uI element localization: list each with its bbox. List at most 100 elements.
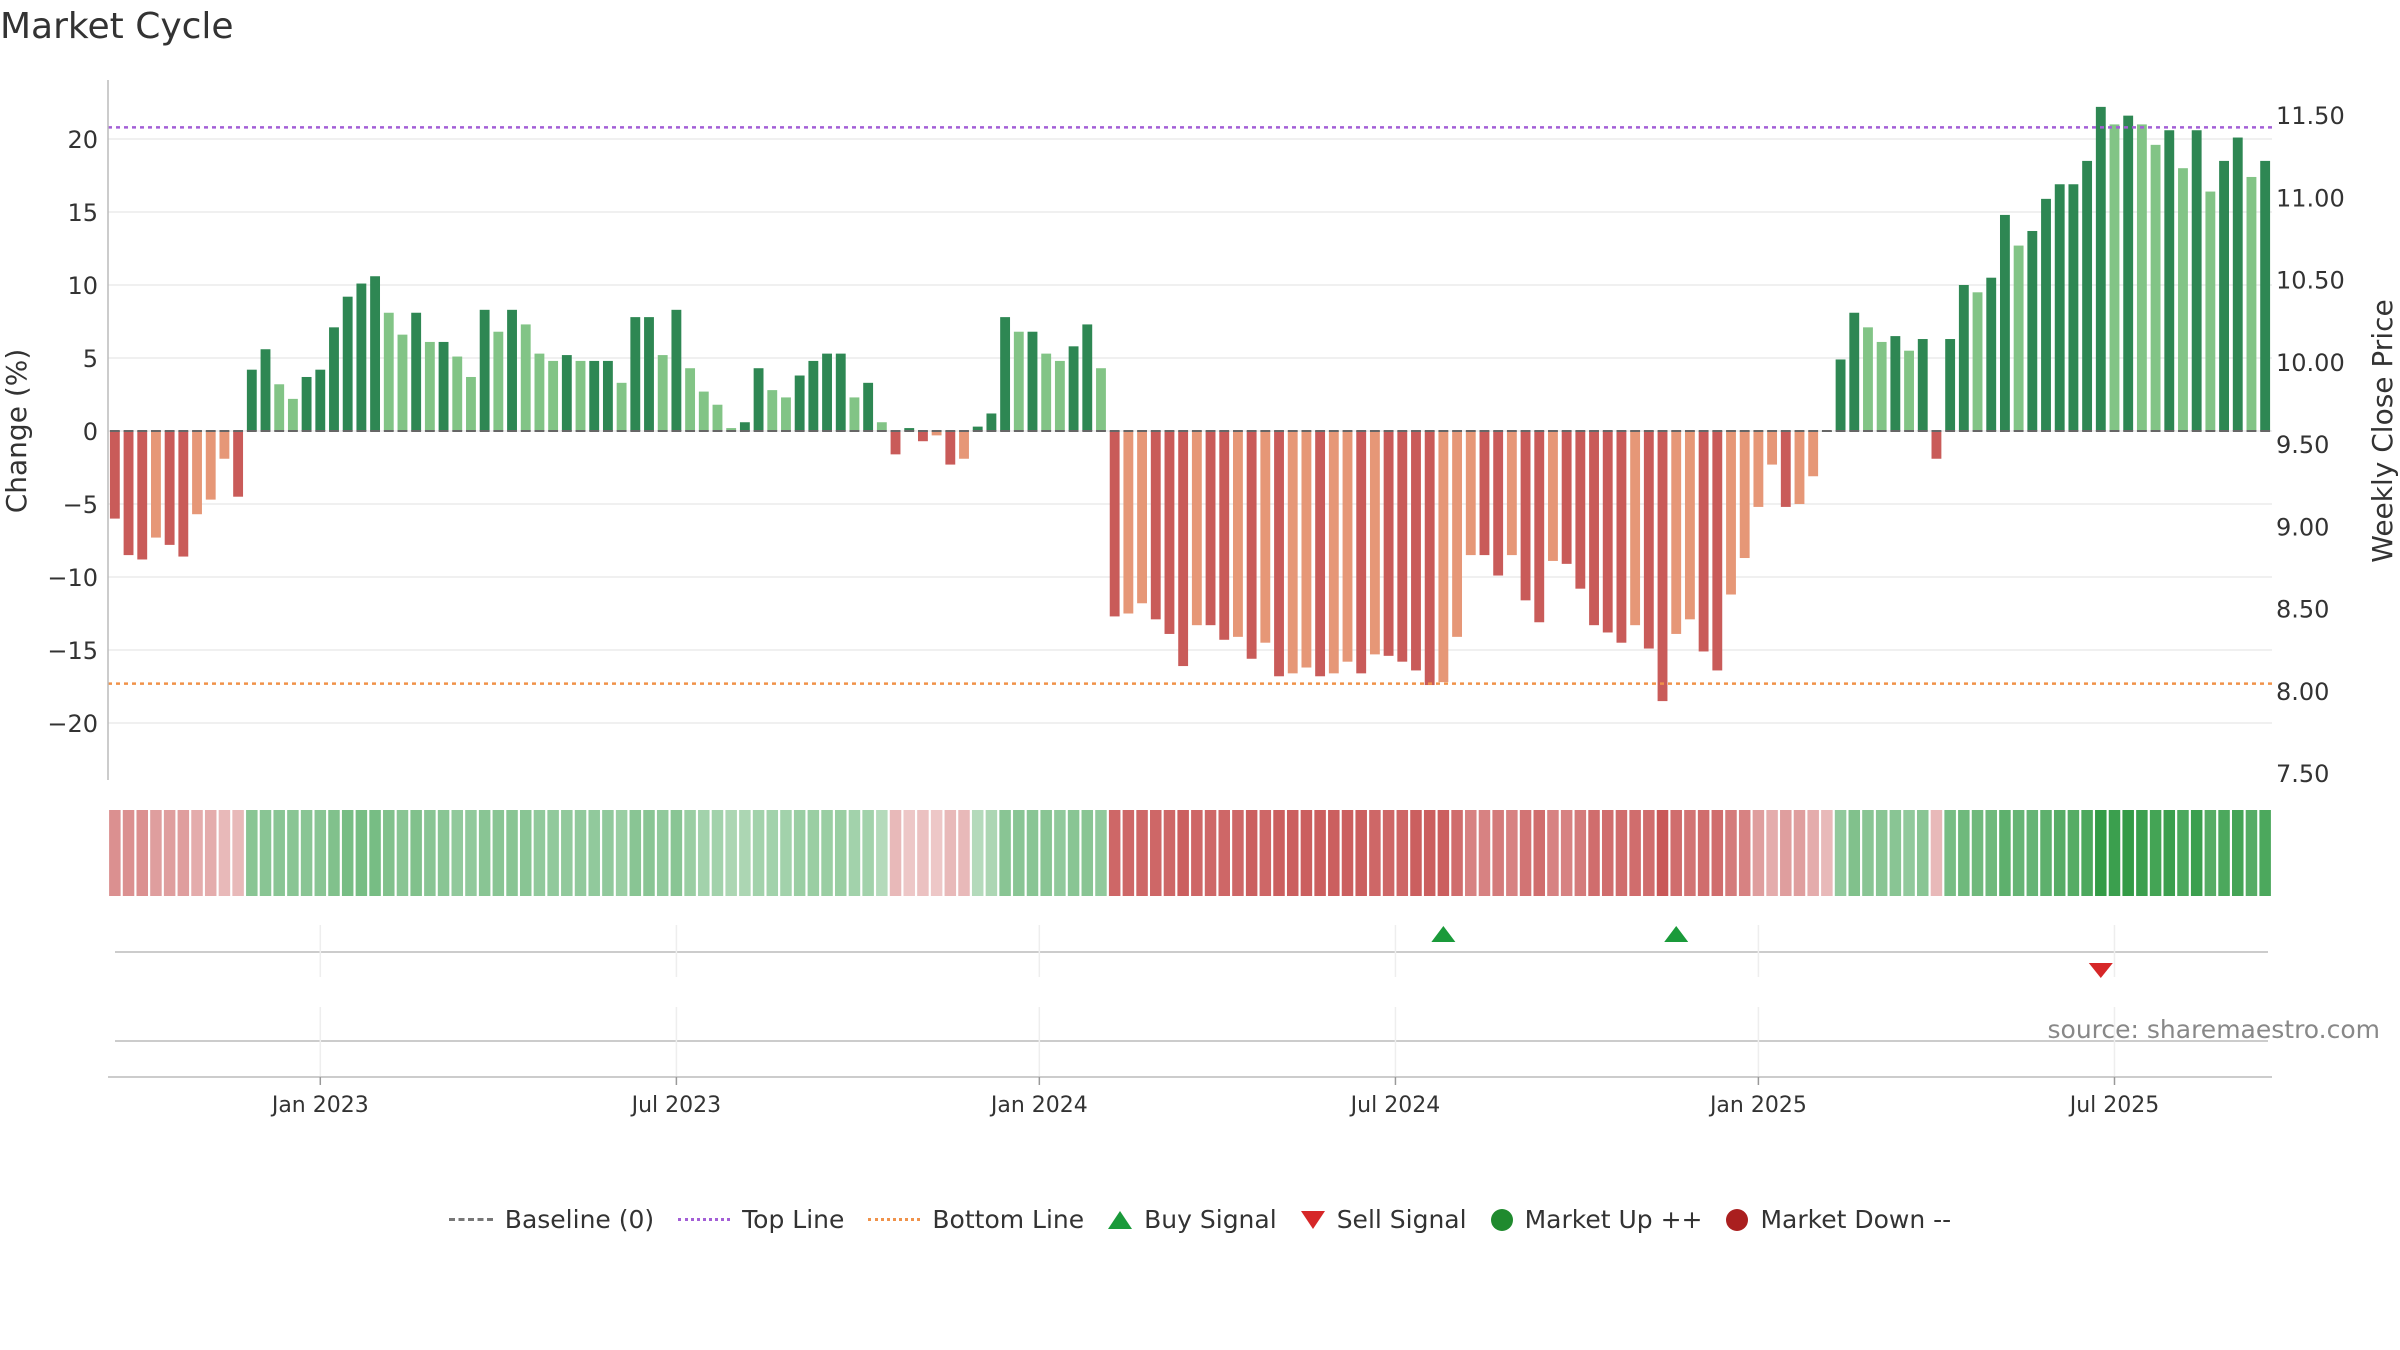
bar <box>1945 339 1956 431</box>
bar <box>1328 431 1339 674</box>
y2-tick-label: 7.50 <box>2276 760 2329 788</box>
strip-cell <box>958 810 970 896</box>
strip-cell <box>588 810 600 896</box>
bar <box>630 317 641 431</box>
bar <box>2150 144 2161 431</box>
bar <box>178 431 189 557</box>
bar <box>1342 431 1353 662</box>
strip-cell <box>2218 810 2230 896</box>
top-line-swatch <box>678 1218 731 1221</box>
bar <box>2109 124 2120 432</box>
bar <box>1904 350 1914 431</box>
y-tick-label: 20 <box>67 126 98 154</box>
strip-cell <box>1054 810 1066 896</box>
strip-cell <box>1601 810 1614 896</box>
strip-cell <box>2122 810 2134 896</box>
strip-cell <box>1355 810 1367 896</box>
legend-label: Top Line <box>742 1205 845 1234</box>
bar <box>287 398 298 431</box>
strip-cell <box>917 810 929 896</box>
strip-cell <box>437 810 450 896</box>
bar <box>1274 431 1284 677</box>
y2-tick-label: 11.00 <box>2276 184 2345 212</box>
bar <box>945 431 956 465</box>
bar <box>1000 317 1011 431</box>
bar <box>1096 368 1106 431</box>
bar <box>1630 431 1641 626</box>
bar <box>1575 431 1586 589</box>
bar <box>2095 106 2106 431</box>
strip-cell <box>574 810 587 896</box>
bar <box>397 334 408 431</box>
bar <box>2041 198 2051 431</box>
strip-cell <box>314 810 327 896</box>
bar <box>1548 431 1558 561</box>
bar <box>2054 184 2065 431</box>
strip-cell <box>1533 810 1546 896</box>
strip-cell <box>1519 810 1532 896</box>
strip-cell <box>725 810 737 896</box>
strip-cell <box>1738 810 1751 896</box>
bar <box>1931 431 1942 459</box>
bar <box>1178 431 1189 667</box>
bar <box>1123 431 1134 614</box>
strip-cell <box>2012 810 2025 896</box>
bar <box>698 391 709 431</box>
strip-cell <box>1684 810 1696 896</box>
bar <box>2191 130 2202 432</box>
bar <box>1726 431 1736 595</box>
strip-cell <box>273 810 285 896</box>
green-dot-icon <box>1490 1208 1513 1231</box>
strip-cell <box>1697 810 1710 896</box>
strip-cell <box>2053 810 2066 896</box>
strip-cell <box>2149 810 2162 896</box>
bar <box>616 382 627 431</box>
strip-cell <box>944 810 957 896</box>
strip-cell <box>752 810 765 896</box>
y-tick-label: −15 <box>47 637 98 665</box>
bar <box>1109 431 1120 617</box>
bar <box>2219 160 2229 431</box>
bottom-line-swatch <box>868 1218 921 1221</box>
strip-cell <box>2081 810 2093 896</box>
bar <box>1465 431 1476 556</box>
strip-cell <box>793 810 806 896</box>
legend-label: Baseline (0) <box>504 1205 655 1234</box>
strip-cell <box>834 810 847 896</box>
strip-cell <box>807 810 820 896</box>
y-tick-label: 5 <box>83 345 98 373</box>
strip-cell <box>369 810 381 896</box>
strip-cell <box>1259 810 1272 896</box>
sell-signal-marker <box>2088 963 2113 978</box>
legend-label: Buy Signal <box>1144 1205 1277 1234</box>
strip-cell <box>2108 810 2121 896</box>
strip-cell <box>985 810 998 896</box>
strip-cell <box>1067 810 1080 896</box>
bar <box>315 369 326 431</box>
y2-tick-label: 11.50 <box>2276 102 2345 130</box>
bar <box>1794 431 1805 504</box>
strip-cell <box>2245 810 2258 896</box>
bar <box>972 426 983 431</box>
bar <box>1684 431 1695 620</box>
strip-cell <box>163 810 176 896</box>
bar <box>1452 431 1463 637</box>
strip-cell <box>1725 810 1737 896</box>
bar <box>602 360 613 431</box>
strip-cell <box>1396 810 1409 896</box>
y-tick-label: 10 <box>67 272 98 300</box>
strip-cell <box>1163 810 1176 896</box>
bar-series <box>109 106 2271 702</box>
strip-cell <box>1643 810 1655 896</box>
bar <box>260 349 271 431</box>
source-note: source: sharemaestro.com <box>2047 1015 2381 1044</box>
bar <box>548 360 559 431</box>
bar <box>1027 331 1038 431</box>
buy-signal-marker <box>1431 926 1456 942</box>
strip-cell <box>1780 810 1792 896</box>
strip-cell <box>698 810 710 896</box>
bar <box>1082 324 1093 431</box>
strip-cell <box>2067 810 2080 896</box>
strip-cell <box>1547 810 1559 896</box>
strip-cell <box>2190 810 2203 896</box>
